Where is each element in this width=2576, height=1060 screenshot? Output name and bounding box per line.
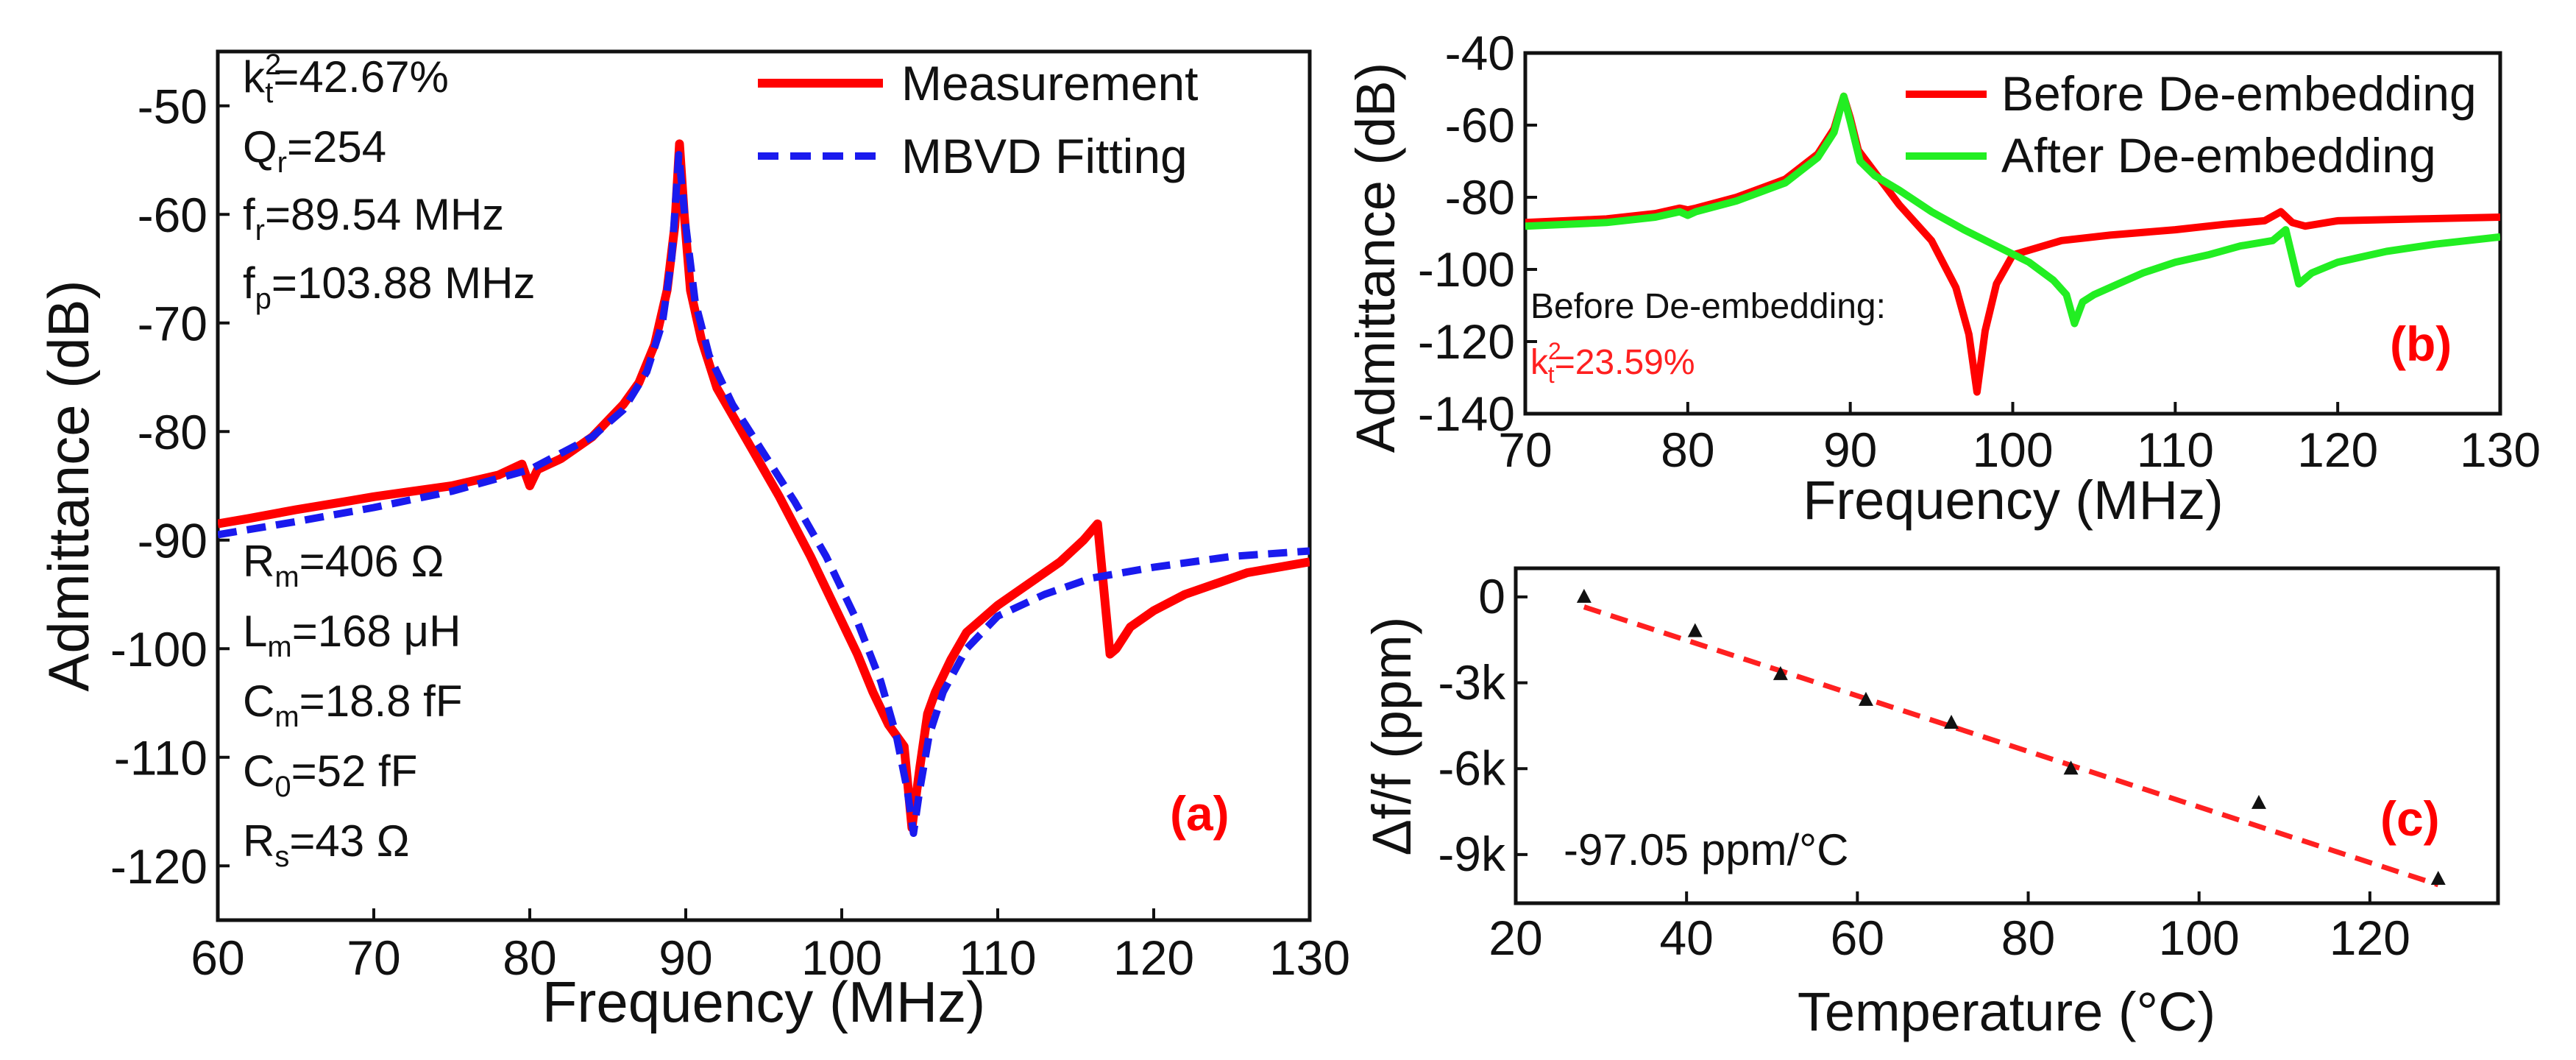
a-annot-lm: Lm=168 μH (243, 607, 461, 663)
a-annot-rm: Rm=406 Ω (243, 537, 444, 593)
c-xtick-label: 40 (1659, 911, 1713, 965)
a-xtick-label: 100 (801, 930, 882, 985)
a-xtick-label: 80 (503, 930, 556, 985)
b-series-after (1525, 92, 2500, 328)
c-xtick-label: 80 (2001, 911, 2055, 965)
b-xtick-label: 70 (1498, 423, 1552, 477)
c-ylabel: Δf/f (ppm) (1361, 617, 1422, 856)
a-annot-fp: fp=103.88 MHz (243, 258, 535, 315)
a-xtick-label: 70 (347, 930, 400, 985)
c-axis-ticks (1514, 595, 2371, 903)
b-xtick-label: 100 (1972, 423, 2053, 477)
a-ytick-label: -60 (138, 188, 207, 242)
b-annot-line1: Before De-embedding: (1530, 287, 1886, 326)
a-ytick-label: -100 (110, 622, 207, 676)
c-xtick-label: 20 (1489, 911, 1542, 965)
c-ytick-label: 0 (1478, 569, 1505, 623)
a-xtick-label: 110 (959, 930, 1036, 985)
c-xtick-label: 120 (2330, 911, 2410, 965)
a-panel-label: (a) (1170, 786, 1230, 841)
b-ytick-label: -80 (1445, 170, 1515, 225)
c-ytick-label: -3k (1438, 655, 1506, 710)
a-xtick-label: 90 (659, 930, 712, 985)
a-xtick-label: 130 (1269, 930, 1350, 985)
c-data-points (1576, 588, 2446, 885)
b-xtick-label: 110 (2137, 423, 2214, 477)
panel-a: 60 70 80 90 100 110 120 130 -120 -110 -100 -90 -80 -7… (36, 49, 1350, 1034)
a-ylabel: Admittance (dB) (36, 280, 101, 691)
a-ytick-label: -70 (138, 297, 207, 351)
plot-frame-a (216, 49, 1312, 922)
c-data-point (2063, 760, 2079, 775)
a-annot-cm: Cm=18.8 fF (243, 676, 462, 733)
c-data-point (2430, 870, 2446, 885)
a-legend-fitting: MBVD Fitting (901, 129, 1188, 183)
c-annot-slope: -97.05 ppm/°C (1564, 825, 1849, 875)
c-xlabel: Temperature (°C) (1798, 981, 2215, 1042)
b-xlabel: Frequency (MHz) (1803, 470, 2224, 531)
a-xtick-label: 60 (191, 930, 244, 985)
b-xtick-label: 130 (2460, 423, 2541, 477)
a-tick-labels: 60 70 80 90 100 110 120 130 -120 -110 -100 -90 -80 -7… (110, 80, 1350, 985)
b-axis-ticks (1524, 52, 2502, 415)
b-ytick-label: -120 (1418, 314, 1515, 369)
b-ylabel: Admittance (dB) (1345, 63, 1406, 453)
b-xtick-label: 120 (2297, 423, 2378, 477)
a-ytick-label: -110 (114, 731, 207, 785)
b-legend-before: Before De-embedding (2001, 66, 2477, 121)
a-ytick-label: -120 (110, 839, 207, 894)
a-ytick-label: -90 (138, 514, 207, 568)
b-panel-label: (b) (2390, 317, 2452, 371)
b-annot-kt2: k2 t=23.59% (1530, 338, 1695, 388)
b-legend-after: After De-embedding (2001, 128, 2436, 183)
a-annot-c0: C0=52 fF (243, 746, 417, 803)
b-ytick-label: -60 (1445, 98, 1515, 152)
a-axis-ticks (216, 104, 1311, 920)
a-ytick-label: -80 (138, 405, 207, 459)
panel-b: 70 80 90 100 110 120 130-140-120-100-80-60-40 … (1345, 26, 2541, 531)
b-ytick-label: -40 (1445, 26, 1515, 80)
c-data-point (1687, 623, 1703, 637)
a-legend-measurement: Measurement (901, 56, 1199, 110)
plot-frame-c (1514, 566, 2500, 905)
c-ytick-label: -9k (1438, 827, 1506, 881)
b-ytick-label: -100 (1418, 242, 1515, 297)
c-data-point (1944, 715, 1959, 729)
c-data-point (1576, 588, 1592, 603)
a-xlabel: Frequency (MHz) (542, 969, 985, 1034)
c-xtick-label: 60 (1831, 911, 1884, 965)
a-annot-qr: Qr=254 (243, 122, 386, 179)
b-tick-labels: 70 80 90 100 110 120 130 -140 -120 -100 -80 -60 -40 (1418, 26, 2541, 477)
c-data-point (2251, 794, 2266, 809)
b-ytick-label: -140 (1418, 386, 1515, 441)
a-annot-fr: fr=89.54 MHz (243, 190, 504, 247)
c-ytick-label: -6k (1438, 741, 1506, 796)
c-data-point (1773, 665, 1788, 680)
c-fit-line (1583, 604, 2439, 888)
panel-c: 20 40 60 80 100 120 0 -3k -6k -9k Temperature (°C… (1361, 566, 2500, 1042)
c-data-point (1858, 691, 1873, 706)
a-annot-kt2: k2 t=42.67% (243, 49, 449, 109)
c-xtick-label: 100 (2159, 911, 2240, 965)
a-series-mbvd-fitting (218, 151, 1310, 837)
c-panel-label: (c) (2380, 791, 2440, 846)
b-xtick-label: 90 (1823, 423, 1877, 477)
b-xtick-label: 80 (1661, 423, 1714, 477)
a-annot-rs: Rs=43 Ω (243, 816, 410, 873)
c-tick-labels: 20 40 60 80 100 120 0 -3k -6k -9k (1438, 569, 2410, 965)
a-ytick-label: -50 (138, 80, 207, 134)
a-series-measurement (218, 139, 1310, 833)
a-xtick-label: 120 (1113, 930, 1194, 985)
